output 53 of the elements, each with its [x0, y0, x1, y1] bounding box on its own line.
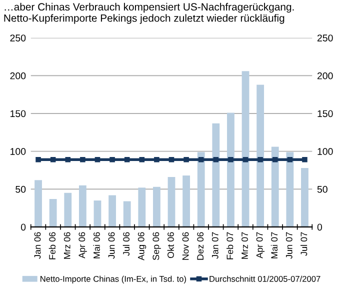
x-tick-label: Sep 06 [152, 232, 161, 260]
x-tick-label: Apr 07 [256, 232, 265, 258]
x-tick-label: Nov 06 [182, 232, 189, 260]
x-tick-label: Feb 06 [48, 232, 56, 260]
y-tick-label: 50 [16, 186, 26, 193]
x-tick-label: Aug 06 [138, 232, 146, 260]
bar [123, 201, 131, 227]
bar [227, 112, 234, 227]
x-tick-label: Mrz 07 [242, 232, 248, 259]
y-tick-label: 100 [10, 148, 26, 155]
x-tick-label: Mai 06 [93, 232, 100, 258]
y2-tick-label: 100 [318, 148, 333, 155]
y-tick-label: 200 [10, 72, 26, 80]
bar [34, 180, 42, 227]
bar [94, 200, 102, 227]
bar [168, 177, 176, 227]
x-tick-label: Jun 07 [286, 232, 292, 259]
x-tick-label: Jul 06 [122, 232, 130, 256]
bar [286, 152, 294, 227]
bar [301, 168, 308, 227]
legend-label: Durchschnitt 01/2005-07/2007 [210, 276, 320, 282]
chart-title: …aber Chinas Verbrauch kompensiert US-Nachfragerückgang. Netto-Kupferimporte Pekings jedoch zuletzt wieder rückläufig [4, 2, 294, 24]
y-tick-label: 150 [10, 110, 26, 118]
y2-tick-label: 200 [317, 72, 333, 80]
x-tick-label: Feb 07 [226, 232, 234, 260]
bar [64, 192, 72, 227]
x-tick-label: Mrz 06 [64, 232, 70, 259]
y2-tick-label: 50 [317, 186, 328, 193]
bar [78, 185, 86, 227]
bar [138, 188, 146, 227]
x-tick-label: Apr 06 [78, 232, 87, 258]
bar [242, 71, 250, 227]
bar [212, 123, 220, 227]
x-tick-label: Jan 07 [212, 232, 218, 259]
bar [271, 146, 279, 227]
x-tick-label: Okt 06 [167, 232, 174, 258]
y-tick-label: 250 [10, 34, 26, 42]
x-tick-label: Dez 06 [197, 232, 204, 260]
bar [182, 176, 190, 227]
y-tick-label: 0 [20, 224, 26, 231]
bar [197, 152, 205, 227]
bar [108, 195, 116, 227]
bar [152, 186, 160, 227]
bar [49, 198, 57, 227]
legend-label: Netto-Importe Chinas (Im-Ex, in Tsd. to) [40, 276, 186, 284]
y2-tick-label: 150 [318, 110, 333, 118]
x-tick-label: Mai 07 [270, 232, 278, 258]
bar [256, 84, 264, 227]
x-tick-label: Jun 06 [108, 232, 115, 259]
x-tick-label: Jul 07 [300, 232, 308, 256]
y2-tick-label: 250 [317, 34, 333, 42]
y2-tick-label: 0 [317, 224, 322, 231]
x-tick-label: Jan 06 [34, 232, 41, 259]
